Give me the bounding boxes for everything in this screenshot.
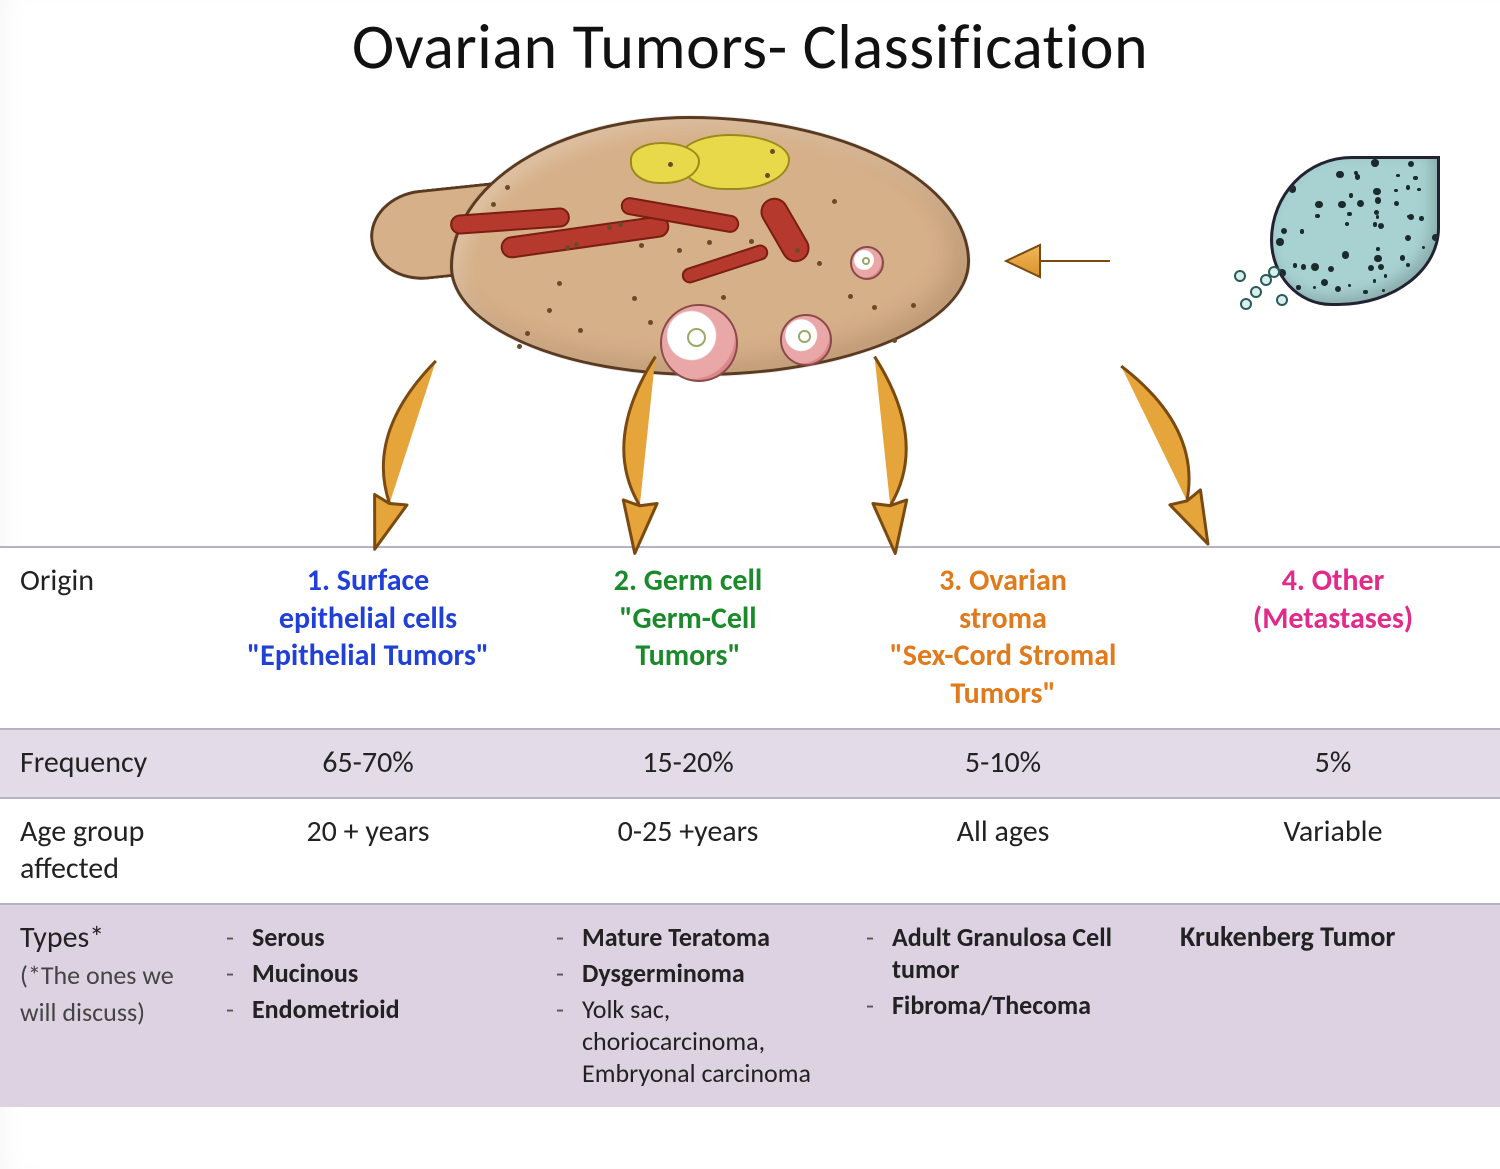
row-types: Types* (*The ones we will discuss) Serou…: [0, 904, 1500, 1107]
row-age: Age group affected 20 + years 0-25 +year…: [0, 798, 1500, 904]
ovary-stroma-dot: [607, 225, 612, 230]
ovary-stroma-dot: [848, 294, 853, 299]
row-label-frequency: Frequency: [0, 729, 200, 798]
col-header-stroma: 3. Ovarianstroma"Sex-Cord Stromal Tumors…: [840, 547, 1160, 729]
arrow-down-4: [1081, 346, 1250, 565]
row-label-age: Age group affected: [0, 798, 200, 904]
col-header-epithelial: 1. Surfaceepithelial cells"Epithelial Tu…: [200, 547, 530, 729]
diagram-area: [0, 86, 1500, 546]
age-germ: 0-25 +years: [530, 798, 840, 904]
row-label-types: Types* (*The ones we will discuss): [0, 904, 200, 1107]
type-item: Adult Granulosa Cell tumor: [866, 919, 1146, 987]
ovary-stroma-dot: [565, 245, 570, 250]
ovary-stroma-dot: [632, 296, 637, 301]
ovary-stroma-dot: [517, 344, 522, 349]
type-item: Endometrioid: [226, 991, 516, 1027]
row-label-origin: Origin: [0, 547, 200, 729]
freq-stroma: 5-10%: [840, 729, 1160, 798]
slide: Ovarian Tumors- Classification: [0, 0, 1500, 1169]
ovary-follicle: [660, 304, 738, 382]
types-label-text: Types*: [20, 919, 104, 956]
age-other: Variable: [1160, 798, 1500, 904]
metastasis-mass: [1230, 156, 1440, 331]
type-item: Yolk sac, choriocarcinoma, Embryonal car…: [556, 991, 826, 1091]
ovary-stroma-dot: [618, 222, 623, 227]
freq-other: 5%: [1160, 729, 1500, 798]
row-frequency: Frequency 65-70% 15-20% 5-10% 5%: [0, 729, 1500, 798]
classification-table: Origin 1. Surfaceepithelial cells"Epithe…: [0, 546, 1500, 1107]
ovary-stroma-dot: [639, 243, 644, 248]
type-item: Mature Teratoma: [556, 919, 826, 955]
row-origin: Origin 1. Surfaceepithelial cells"Epithe…: [0, 547, 1500, 729]
freq-epithelial: 65-70%: [200, 729, 530, 798]
ovary-stroma-dot: [911, 303, 916, 308]
col-header-other: 4. Other(Metastases): [1160, 547, 1500, 729]
slide-title: Ovarian Tumors- Classification: [0, 0, 1500, 86]
types-stroma: Adult Granulosa Cell tumorFibroma/Thecom…: [840, 904, 1160, 1107]
metastasis-shed-cells: [1230, 264, 1300, 308]
col-header-germ: 2. Germ cell"Germ-CellTumors": [530, 547, 840, 729]
age-epithelial: 20 + years: [200, 798, 530, 904]
types-epithelial: SerousMucinousEndometrioid: [200, 904, 530, 1107]
freq-germ: 15-20%: [530, 729, 840, 798]
ovary-follicle: [850, 246, 884, 280]
type-item: Mucinous: [226, 955, 516, 991]
types-germ: Mature TeratomaDysgerminomaYolk sac, cho…: [530, 904, 840, 1107]
types-label-note: (*The ones we will discuss): [20, 959, 174, 1028]
type-item: Serous: [226, 919, 516, 955]
ovary-follicle: [780, 314, 832, 366]
ovary-stroma-dot: [795, 248, 800, 253]
type-item: Dysgerminoma: [556, 955, 826, 991]
ovary-stroma-dot: [832, 199, 837, 204]
ovary-stroma-dot: [505, 185, 510, 190]
ovary-stroma-dot: [765, 173, 770, 178]
type-item: Fibroma/Thecoma: [866, 987, 1146, 1023]
types-other: Krukenberg Tumor: [1160, 904, 1500, 1107]
age-stroma: All ages: [840, 798, 1160, 904]
arrow-metastasis-to-ovary: [1000, 231, 1120, 291]
ovary-illustration: [380, 106, 1000, 406]
ovary-stroma-dot: [892, 338, 897, 343]
